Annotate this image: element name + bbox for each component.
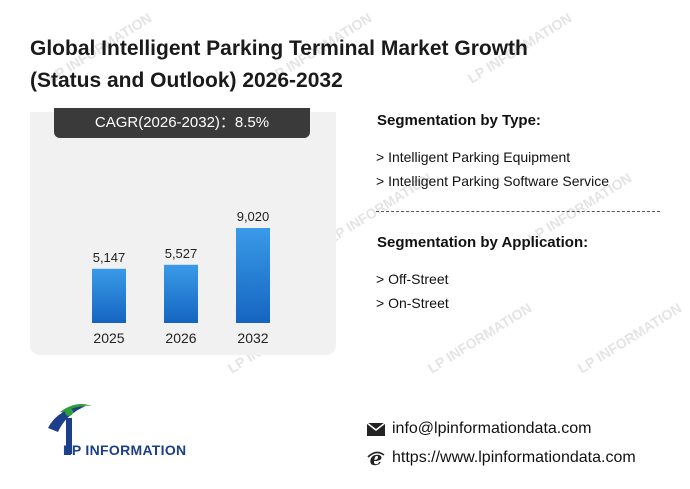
contact-email-row: info@lpinformationdata.com [366,418,591,440]
lp-logo-icon [48,404,92,454]
segmentation-application-title: Segmentation by Application: [377,234,589,251]
cagr-badge: CAGR(2026-2032)：8.5% [54,108,310,138]
divider [376,211,660,212]
svg-text:e: e [370,448,383,468]
application-item-1: > Off-Street [376,271,449,287]
chart-panel [30,112,336,355]
title-line-1: Global Intelligent Parking Terminal Mark… [30,37,528,60]
segmentation-type-title: Segmentation by Type: [377,112,541,129]
page-title: Global Intelligent Parking Terminal Mark… [30,33,630,97]
contact-email[interactable]: info@lpinformationdata.com [392,420,592,437]
watermark: LP INFORMATION [574,299,685,377]
logo-text: LP INFORMATION [63,442,187,458]
title-line-2: (Status and Outlook) 2026-2032 [30,69,343,92]
watermark: LP INFORMATION [424,299,535,377]
envelope-icon [366,422,386,436]
contact-website-row: e https://www.lpinformationdata.com [366,447,636,469]
cagr-label: CAGR(2026-2032)： [94,114,235,131]
application-item-2: > On-Street [376,295,449,311]
cagr-value: 8.5% [234,114,270,131]
ie-browser-icon: e [367,448,385,468]
type-item-2: > Intelligent Parking Software Service [376,173,610,189]
contact-website[interactable]: https://www.lpinformationdata.com [392,449,636,466]
type-item-1: > Intelligent Parking Equipment [376,149,571,165]
